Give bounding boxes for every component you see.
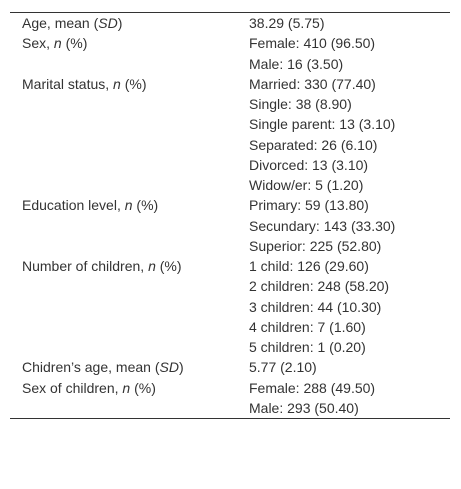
label-cell bbox=[10, 276, 249, 296]
label-text: Number of children, bbox=[22, 258, 149, 274]
label-italic: SD bbox=[159, 359, 179, 376]
value-cell: Male: 293 (50.40) bbox=[249, 399, 359, 416]
label-text: (%) bbox=[130, 379, 156, 396]
table-row: Sex, n (%) Female: 410 (96.50) bbox=[10, 33, 450, 53]
label-cell bbox=[10, 337, 249, 357]
label-cell: Sex of children, n (%) bbox=[10, 378, 249, 398]
value-cell: Male: 16 (3.50) bbox=[249, 55, 344, 72]
value-cell: Separated: 26 (6.10) bbox=[249, 136, 378, 153]
value-cell: 1 child: 126 (29.60) bbox=[249, 258, 369, 274]
table-row: Age, mean (SD) 38.29 (5.75) bbox=[10, 13, 450, 34]
value-cell: Superior: 225 (52.80) bbox=[249, 237, 382, 254]
label-text: (%) bbox=[120, 75, 147, 92]
label-cell: Age, mean (SD) bbox=[10, 13, 249, 34]
table-row: 5 children: 1 (0.20) bbox=[10, 337, 450, 357]
table-row: 4 children: 7 (1.60) bbox=[10, 317, 450, 337]
value-cell: 3 children: 44 (10.30) bbox=[249, 298, 382, 315]
label-cell bbox=[10, 175, 249, 195]
label-cell: Education level, n (%) bbox=[10, 195, 249, 215]
label-cell bbox=[10, 114, 249, 134]
table-body: Age, mean (SD) 38.29 (5.75) Sex, n (%) Fema… bbox=[10, 13, 450, 419]
data-table: Age, mean (SD) 38.29 (5.75) Sex, n (%) Fema… bbox=[10, 12, 450, 419]
value-cell: Female: 288 (49.50) bbox=[249, 379, 376, 396]
label-italic: n bbox=[124, 197, 133, 214]
label-cell: Number of children, n (%) bbox=[10, 256, 249, 276]
value-cell: Divorced: 13 (3.10) bbox=[249, 156, 369, 173]
table-row: 2 children: 248 (58.20) bbox=[10, 276, 450, 296]
value-cell: Secundary: 143 (33.30) bbox=[249, 217, 396, 234]
label-cell bbox=[10, 216, 249, 236]
table-row: Secundary: 143 (33.30) bbox=[10, 216, 450, 236]
label-italic: n bbox=[113, 75, 121, 92]
value-cell: 2 children: 248 (58.20) bbox=[249, 278, 390, 295]
table-row: Single parent: 13 (3.10) bbox=[10, 114, 450, 134]
value-cell: Female: 410 (96.50) bbox=[249, 35, 376, 52]
label-italic: n bbox=[53, 35, 62, 52]
label-cell: Marital status, n (%) bbox=[10, 74, 249, 94]
label-cell bbox=[10, 155, 249, 175]
label-text: Sex of children, bbox=[22, 379, 123, 396]
label-italic: n bbox=[122, 379, 131, 396]
label-text: (%) bbox=[155, 258, 182, 274]
table-row: Education level, n (%) Primary: 59 (13.80… bbox=[10, 195, 450, 215]
label-text: Sex, bbox=[22, 35, 54, 52]
table-row: Widow/er: 5 (1.20) bbox=[10, 175, 450, 195]
label-text: ) bbox=[117, 15, 123, 31]
value-cell: Primary: 59 (13.80) bbox=[249, 197, 369, 214]
value-cell: 4 children: 7 (1.60) bbox=[249, 318, 366, 335]
table-row: Sex of children, n (%) Female: 288 (49.50… bbox=[10, 378, 450, 398]
label-text: Chidren’s age, mean ( bbox=[22, 359, 160, 376]
table-row: Single: 38 (8.90) bbox=[10, 94, 450, 114]
label-cell bbox=[10, 317, 249, 337]
label-text: ) bbox=[178, 359, 184, 376]
table-row: Marital status, n (%) Married: 330 (77.40… bbox=[10, 74, 450, 94]
label-text: (%) bbox=[61, 35, 88, 52]
label-text: Marital status, bbox=[22, 75, 114, 92]
table-row: Male: 293 (50.40) bbox=[10, 398, 450, 419]
label-cell: Chidren’s age, mean (SD) bbox=[10, 357, 249, 377]
value-cell: 38.29 (5.75) bbox=[249, 15, 325, 31]
value-cell: Widow/er: 5 (1.20) bbox=[249, 177, 364, 193]
table-row: Male: 16 (3.50) bbox=[10, 54, 450, 74]
table-row: Number of children, n (%) 1 child: 126 (2… bbox=[10, 256, 450, 276]
value-cell: Single parent: 13 (3.10) bbox=[249, 116, 396, 133]
label-cell bbox=[10, 236, 249, 256]
label-cell bbox=[10, 398, 249, 419]
label-cell bbox=[10, 54, 249, 74]
table-row: Separated: 26 (6.10) bbox=[10, 135, 450, 155]
value-cell: 5.77 (2.10) bbox=[249, 359, 317, 376]
label-cell bbox=[10, 297, 249, 317]
label-cell bbox=[10, 135, 249, 155]
label-cell: Sex, n (%) bbox=[10, 33, 249, 53]
value-cell: 5 children: 1 (0.20) bbox=[249, 339, 366, 355]
table-row: 3 children: 44 (10.30) bbox=[10, 297, 450, 317]
label-text: Education level, bbox=[22, 197, 125, 214]
table-row: Divorced: 13 (3.10) bbox=[10, 155, 450, 175]
value-cell: Single: 38 (8.90) bbox=[249, 96, 352, 112]
label-text: (%) bbox=[132, 197, 159, 214]
table-row: Chidren’s age, mean (SD) 5.77 (2.10) bbox=[10, 357, 450, 377]
label-text: Age, mean ( bbox=[22, 15, 99, 31]
label-italic: n bbox=[148, 258, 156, 274]
value-cell: Married: 330 (77.40) bbox=[249, 75, 376, 92]
label-italic: SD bbox=[98, 15, 118, 31]
label-cell bbox=[10, 94, 249, 114]
table-row: Superior: 225 (52.80) bbox=[10, 236, 450, 256]
